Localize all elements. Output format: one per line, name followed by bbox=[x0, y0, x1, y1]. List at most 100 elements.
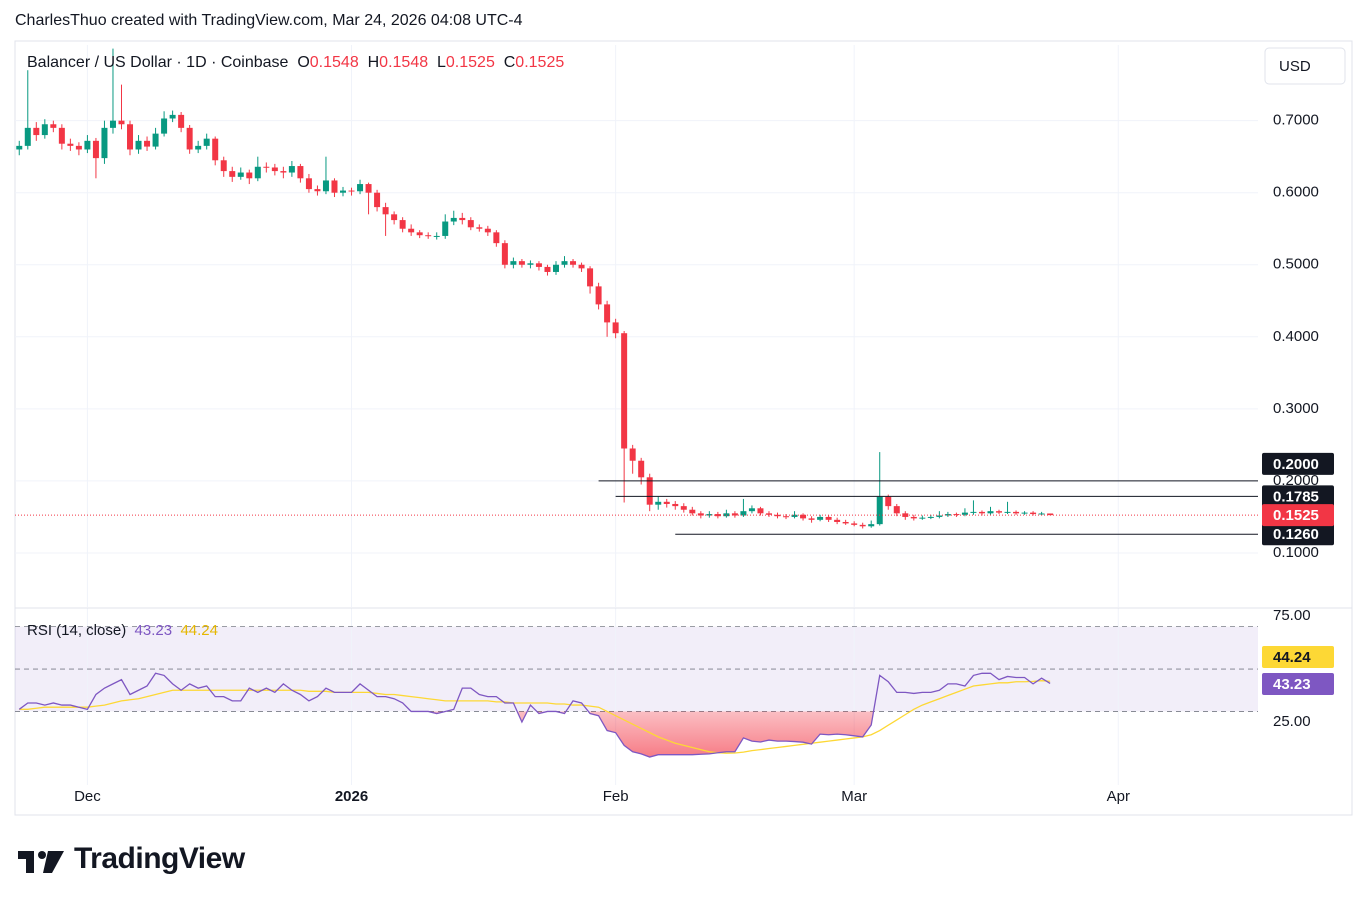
candle-body bbox=[50, 124, 57, 128]
ohlc-value: 0.1525 bbox=[445, 54, 495, 71]
y-tick-label: 0.1000 bbox=[1273, 544, 1319, 561]
candle-body bbox=[953, 514, 960, 516]
ohlc-letter: L bbox=[437, 54, 446, 71]
candle-body bbox=[518, 261, 525, 265]
candle-body bbox=[493, 232, 500, 244]
candle-body bbox=[195, 145, 202, 150]
candle-body bbox=[842, 521, 849, 524]
rsi-legend: RSI (14, close) 43.23 44.24 bbox=[27, 622, 218, 639]
candle-body bbox=[808, 518, 815, 520]
candle-body bbox=[101, 127, 108, 159]
rsi-ma-badge: 44.24 bbox=[1273, 649, 1311, 666]
rsi-badge-bg bbox=[1262, 673, 1334, 695]
candle-body bbox=[910, 516, 917, 519]
x-tick-label: Mar bbox=[841, 788, 867, 805]
candle-body bbox=[740, 511, 747, 516]
candle-body bbox=[459, 217, 466, 221]
candle-body bbox=[314, 189, 321, 192]
level-badge-bg bbox=[1262, 452, 1334, 475]
candle-body bbox=[612, 322, 619, 334]
rsi-ma-badge-bg bbox=[1262, 646, 1334, 668]
candle-body bbox=[67, 143, 74, 146]
candle-body bbox=[851, 523, 858, 525]
candle-body bbox=[391, 214, 398, 221]
x-tick-label: Apr bbox=[1107, 788, 1130, 805]
candle-body bbox=[1038, 513, 1045, 515]
ohlc-letter: O bbox=[297, 54, 310, 71]
candle-body bbox=[987, 511, 994, 514]
candle-body bbox=[902, 513, 909, 517]
candle-body bbox=[817, 516, 824, 520]
candle-body bbox=[186, 127, 193, 150]
candle-body bbox=[825, 516, 832, 520]
logo-icon bbox=[18, 851, 64, 873]
candle-body bbox=[544, 266, 551, 272]
candle-body bbox=[996, 511, 1003, 513]
candle-body bbox=[868, 524, 875, 527]
symbol: Balancer / US Dollar · 1D · Coinbase bbox=[27, 54, 289, 71]
candle-body bbox=[1013, 511, 1020, 514]
candle-body bbox=[680, 506, 687, 510]
candle-body bbox=[587, 268, 594, 287]
price-badge: 0.1525 bbox=[1273, 507, 1319, 524]
ohlc-letter: H bbox=[367, 54, 380, 71]
level-badge: 0.1785 bbox=[1273, 488, 1319, 505]
logo-text: TradingView bbox=[74, 842, 245, 875]
candle-body bbox=[357, 184, 364, 192]
candle-body bbox=[919, 517, 926, 519]
currency-button[interactable]: USD bbox=[1279, 58, 1311, 75]
candle-body bbox=[92, 140, 99, 159]
rsi-ma-line bbox=[19, 680, 1051, 754]
candle-body bbox=[706, 514, 713, 516]
candle-body bbox=[416, 232, 423, 236]
candle-body bbox=[322, 180, 329, 192]
currency-button-bg[interactable] bbox=[1264, 47, 1346, 85]
candle-body bbox=[476, 227, 483, 229]
candle-body bbox=[169, 114, 176, 119]
candle-body bbox=[433, 235, 440, 237]
candle-body bbox=[135, 140, 142, 150]
x-tick-label: Dec bbox=[74, 788, 101, 805]
candle-body bbox=[365, 184, 372, 193]
candle-body bbox=[41, 124, 48, 136]
candle-body bbox=[876, 496, 883, 525]
candle-body bbox=[1004, 511, 1011, 513]
candle-body bbox=[263, 166, 270, 168]
candle-body bbox=[527, 263, 534, 265]
credit: CharlesThuo created with TradingView.com… bbox=[15, 12, 523, 29]
candle-body bbox=[689, 509, 696, 514]
oversold-fill bbox=[428, 711, 874, 758]
candle-body bbox=[859, 524, 866, 527]
candle-body bbox=[757, 508, 764, 514]
candle-body bbox=[399, 220, 406, 229]
candle-body bbox=[629, 448, 636, 461]
level-badge-bg bbox=[1262, 523, 1334, 546]
candle-body bbox=[791, 514, 798, 517]
candle-body bbox=[697, 513, 704, 516]
candle-body bbox=[24, 127, 31, 146]
symbol-header: Balancer / US Dollar · 1D · Coinbase O 0.… bbox=[27, 54, 564, 72]
candle-body bbox=[84, 140, 91, 150]
candle-body bbox=[748, 508, 755, 512]
ohlc-value: 0.1548 bbox=[379, 54, 429, 71]
candle-body bbox=[570, 261, 577, 265]
candle-body bbox=[408, 228, 415, 233]
rsi-ma-value: 44.24 bbox=[180, 622, 218, 639]
y-tick-label: 0.5000 bbox=[1273, 256, 1319, 273]
candle-body bbox=[127, 124, 134, 150]
candle-body bbox=[672, 503, 679, 507]
candle-body bbox=[561, 261, 568, 265]
candle-body bbox=[646, 477, 653, 505]
candle-body bbox=[638, 460, 645, 478]
candle-body bbox=[501, 243, 508, 265]
candle-body bbox=[978, 511, 985, 514]
candle-body bbox=[229, 171, 236, 177]
candle-body bbox=[484, 228, 491, 233]
rsi-badge: 43.23 bbox=[1273, 676, 1311, 693]
y-tick-label: 0.2000 bbox=[1273, 472, 1319, 489]
candle-body bbox=[535, 263, 542, 267]
candle-body bbox=[237, 172, 244, 177]
candle-body bbox=[467, 220, 474, 228]
